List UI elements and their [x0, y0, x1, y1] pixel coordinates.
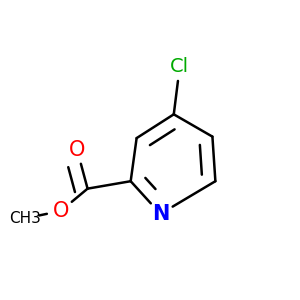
Text: N: N [152, 204, 169, 224]
Text: O: O [52, 201, 69, 221]
Text: O: O [69, 140, 85, 160]
Text: Cl: Cl [170, 57, 189, 76]
Text: CH3: CH3 [9, 211, 41, 226]
